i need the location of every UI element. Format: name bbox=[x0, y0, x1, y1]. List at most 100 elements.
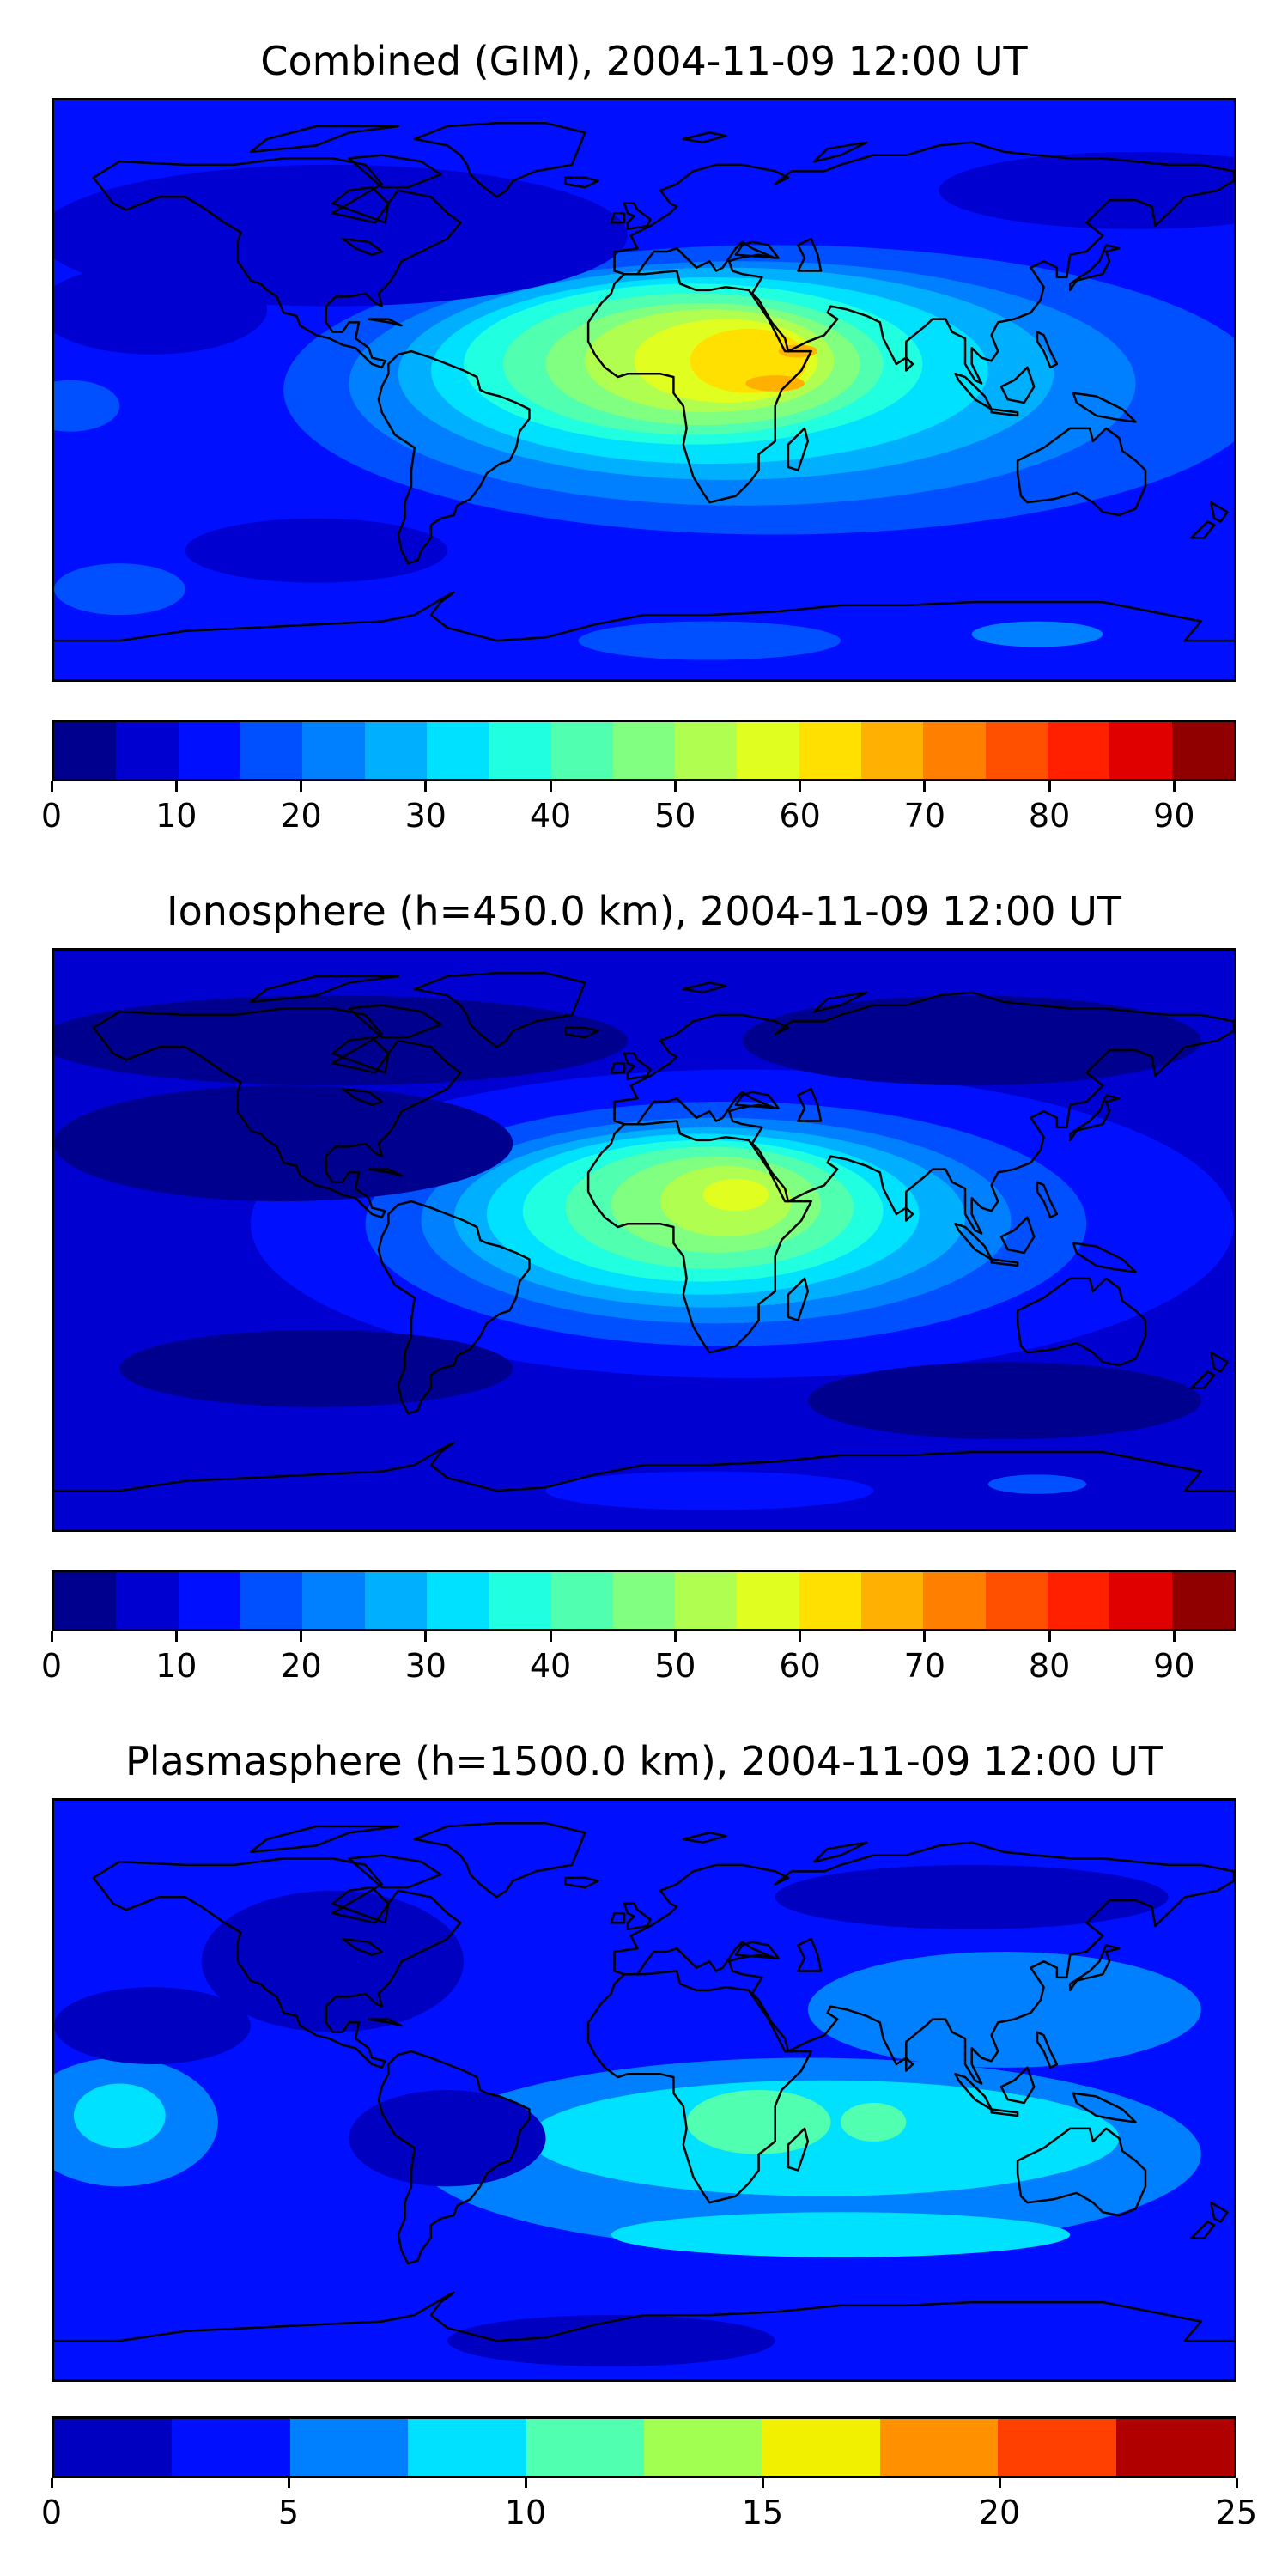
colorbar-segment bbox=[1109, 722, 1172, 779]
contour-region bbox=[987, 1474, 1087, 1494]
colorbar-segment bbox=[612, 722, 676, 779]
coastline-great-lakes bbox=[341, 237, 383, 256]
coastline-cuba bbox=[368, 1168, 403, 1177]
coastline-australia bbox=[1016, 427, 1147, 517]
coastline-svalbard bbox=[682, 131, 727, 143]
colorbar-tick-label: 25 bbox=[1215, 2494, 1258, 2531]
colorbar-segment bbox=[489, 722, 551, 779]
coastline-new-zealand-north bbox=[1210, 1351, 1229, 1373]
colorbar-segment bbox=[1171, 722, 1234, 779]
colorbar-tick-mark bbox=[424, 1631, 428, 1642]
colorbar-segment bbox=[1109, 1572, 1172, 1629]
colorbar-tick-mark bbox=[50, 781, 53, 792]
coastline-arctic-islands bbox=[249, 125, 400, 154]
coastline-svalbard bbox=[682, 1832, 727, 1844]
coastline-japan bbox=[1068, 1944, 1121, 1992]
coastline-japan bbox=[1068, 1094, 1121, 1142]
colorbar-tick-mark bbox=[50, 1631, 53, 1642]
coastline-eurasia bbox=[613, 991, 1234, 1235]
coastline-ireland bbox=[610, 1911, 626, 1924]
map-canvas bbox=[54, 1801, 1234, 2379]
colorbar-segment bbox=[426, 1572, 489, 1629]
panel-title: Ionosphere (h=450.0 km), 2004-11-09 12:0… bbox=[167, 888, 1121, 934]
colorbar-segment bbox=[675, 722, 738, 779]
colorbar-segment bbox=[116, 1572, 179, 1629]
coastline-africa bbox=[586, 1120, 812, 1354]
coastline-iceland bbox=[564, 176, 599, 189]
colorbar-ticks: 0 10 20 30 40 50 60 70 80 90 bbox=[41, 781, 1236, 835]
colorbar-tick-label: 60 bbox=[779, 1647, 821, 1685]
coastline-novaya-zemlya bbox=[813, 141, 868, 163]
colorbar-tick-label: 30 bbox=[404, 797, 447, 835]
coastline-south-america bbox=[377, 2050, 531, 2265]
colorbar-segment bbox=[302, 722, 365, 779]
colorbar-segment bbox=[861, 1572, 924, 1629]
colorbar-tick-label: 90 bbox=[1153, 797, 1195, 835]
colorbar bbox=[52, 1570, 1236, 1631]
colorbar-tick-mark bbox=[1048, 781, 1051, 792]
coastline-great-lakes bbox=[341, 1937, 383, 1956]
colorbar-segment bbox=[426, 722, 489, 779]
contour-region bbox=[54, 380, 120, 432]
colorbar-segment bbox=[1048, 1572, 1110, 1629]
colorbar-tick-mark bbox=[174, 1631, 178, 1642]
contour-region bbox=[775, 1864, 1169, 1929]
colorbar-tick-label: 20 bbox=[280, 797, 322, 835]
colorbar-tick-label: 10 bbox=[504, 2494, 547, 2531]
colorbar-tick-mark bbox=[50, 2478, 53, 2488]
contour-region bbox=[54, 1987, 251, 2065]
coastline-new-zealand-north bbox=[1210, 2201, 1229, 2223]
colorbar-segment bbox=[54, 1572, 117, 1629]
colorbar-segment bbox=[408, 2419, 526, 2476]
colorbar-segment bbox=[178, 722, 240, 779]
coastline-svalbard bbox=[682, 981, 727, 993]
contour-region bbox=[742, 995, 1201, 1086]
coastline-new-guinea bbox=[1072, 392, 1137, 423]
coastline-madagascar bbox=[787, 427, 810, 471]
colorbar-segment bbox=[879, 2419, 999, 2476]
coastline-philippines bbox=[1036, 2031, 1059, 2069]
coastline-baffin bbox=[348, 154, 442, 189]
contour-region bbox=[54, 995, 628, 1086]
coastline-greenland bbox=[413, 1821, 586, 1899]
colorbar-tick-mark bbox=[300, 781, 303, 792]
coastline-south-america bbox=[377, 1200, 531, 1415]
colorbar-segment bbox=[985, 722, 1048, 779]
coastline-sri-lanka bbox=[905, 2057, 914, 2072]
colorbar-tick-label: 20 bbox=[978, 2494, 1021, 2531]
colorbar-segment bbox=[675, 1572, 738, 1629]
coastline-madagascar bbox=[787, 1277, 810, 1321]
contour-region bbox=[578, 621, 841, 660]
colorbar bbox=[52, 2416, 1236, 2478]
colorbar-segment bbox=[923, 722, 986, 779]
coastline-java bbox=[990, 2108, 1019, 2117]
coastline-cuba bbox=[368, 318, 403, 327]
coastline-antarctica bbox=[54, 1441, 1234, 1492]
coastline-antarctica bbox=[54, 591, 1234, 642]
contour-region bbox=[807, 1951, 1201, 2068]
colorbar-segment bbox=[172, 2419, 290, 2476]
colorbar-segment bbox=[302, 1572, 365, 1629]
colorbar-ticks: 0 10 20 30 40 50 60 70 80 90 bbox=[41, 1631, 1236, 1685]
map-canvas bbox=[54, 951, 1234, 1529]
coastline-black-sea bbox=[734, 1091, 780, 1109]
coastline-java bbox=[990, 1258, 1019, 1267]
colorbar-segment bbox=[116, 722, 179, 779]
colorbar-segment bbox=[289, 2419, 409, 2476]
coastline-philippines bbox=[1036, 331, 1059, 369]
map-canvas bbox=[54, 100, 1234, 679]
colorbar-segment bbox=[612, 1572, 676, 1629]
colorbar-segment bbox=[762, 2419, 880, 2476]
contour-region bbox=[702, 1178, 769, 1212]
colorbar-segment bbox=[1171, 1572, 1234, 1629]
colorbar-tick-mark bbox=[761, 2478, 764, 2488]
contour-region bbox=[185, 518, 447, 583]
coastline-britain bbox=[623, 202, 652, 231]
coastline-antarctica bbox=[54, 2291, 1234, 2342]
colorbar-tick-mark bbox=[1172, 1631, 1176, 1642]
colorbar-segment bbox=[799, 1572, 862, 1629]
colorbar-segment bbox=[1048, 722, 1110, 779]
coastline-caspian bbox=[797, 237, 823, 272]
coastline-ireland bbox=[610, 211, 626, 224]
colorbar-tick-mark bbox=[1235, 2478, 1238, 2488]
